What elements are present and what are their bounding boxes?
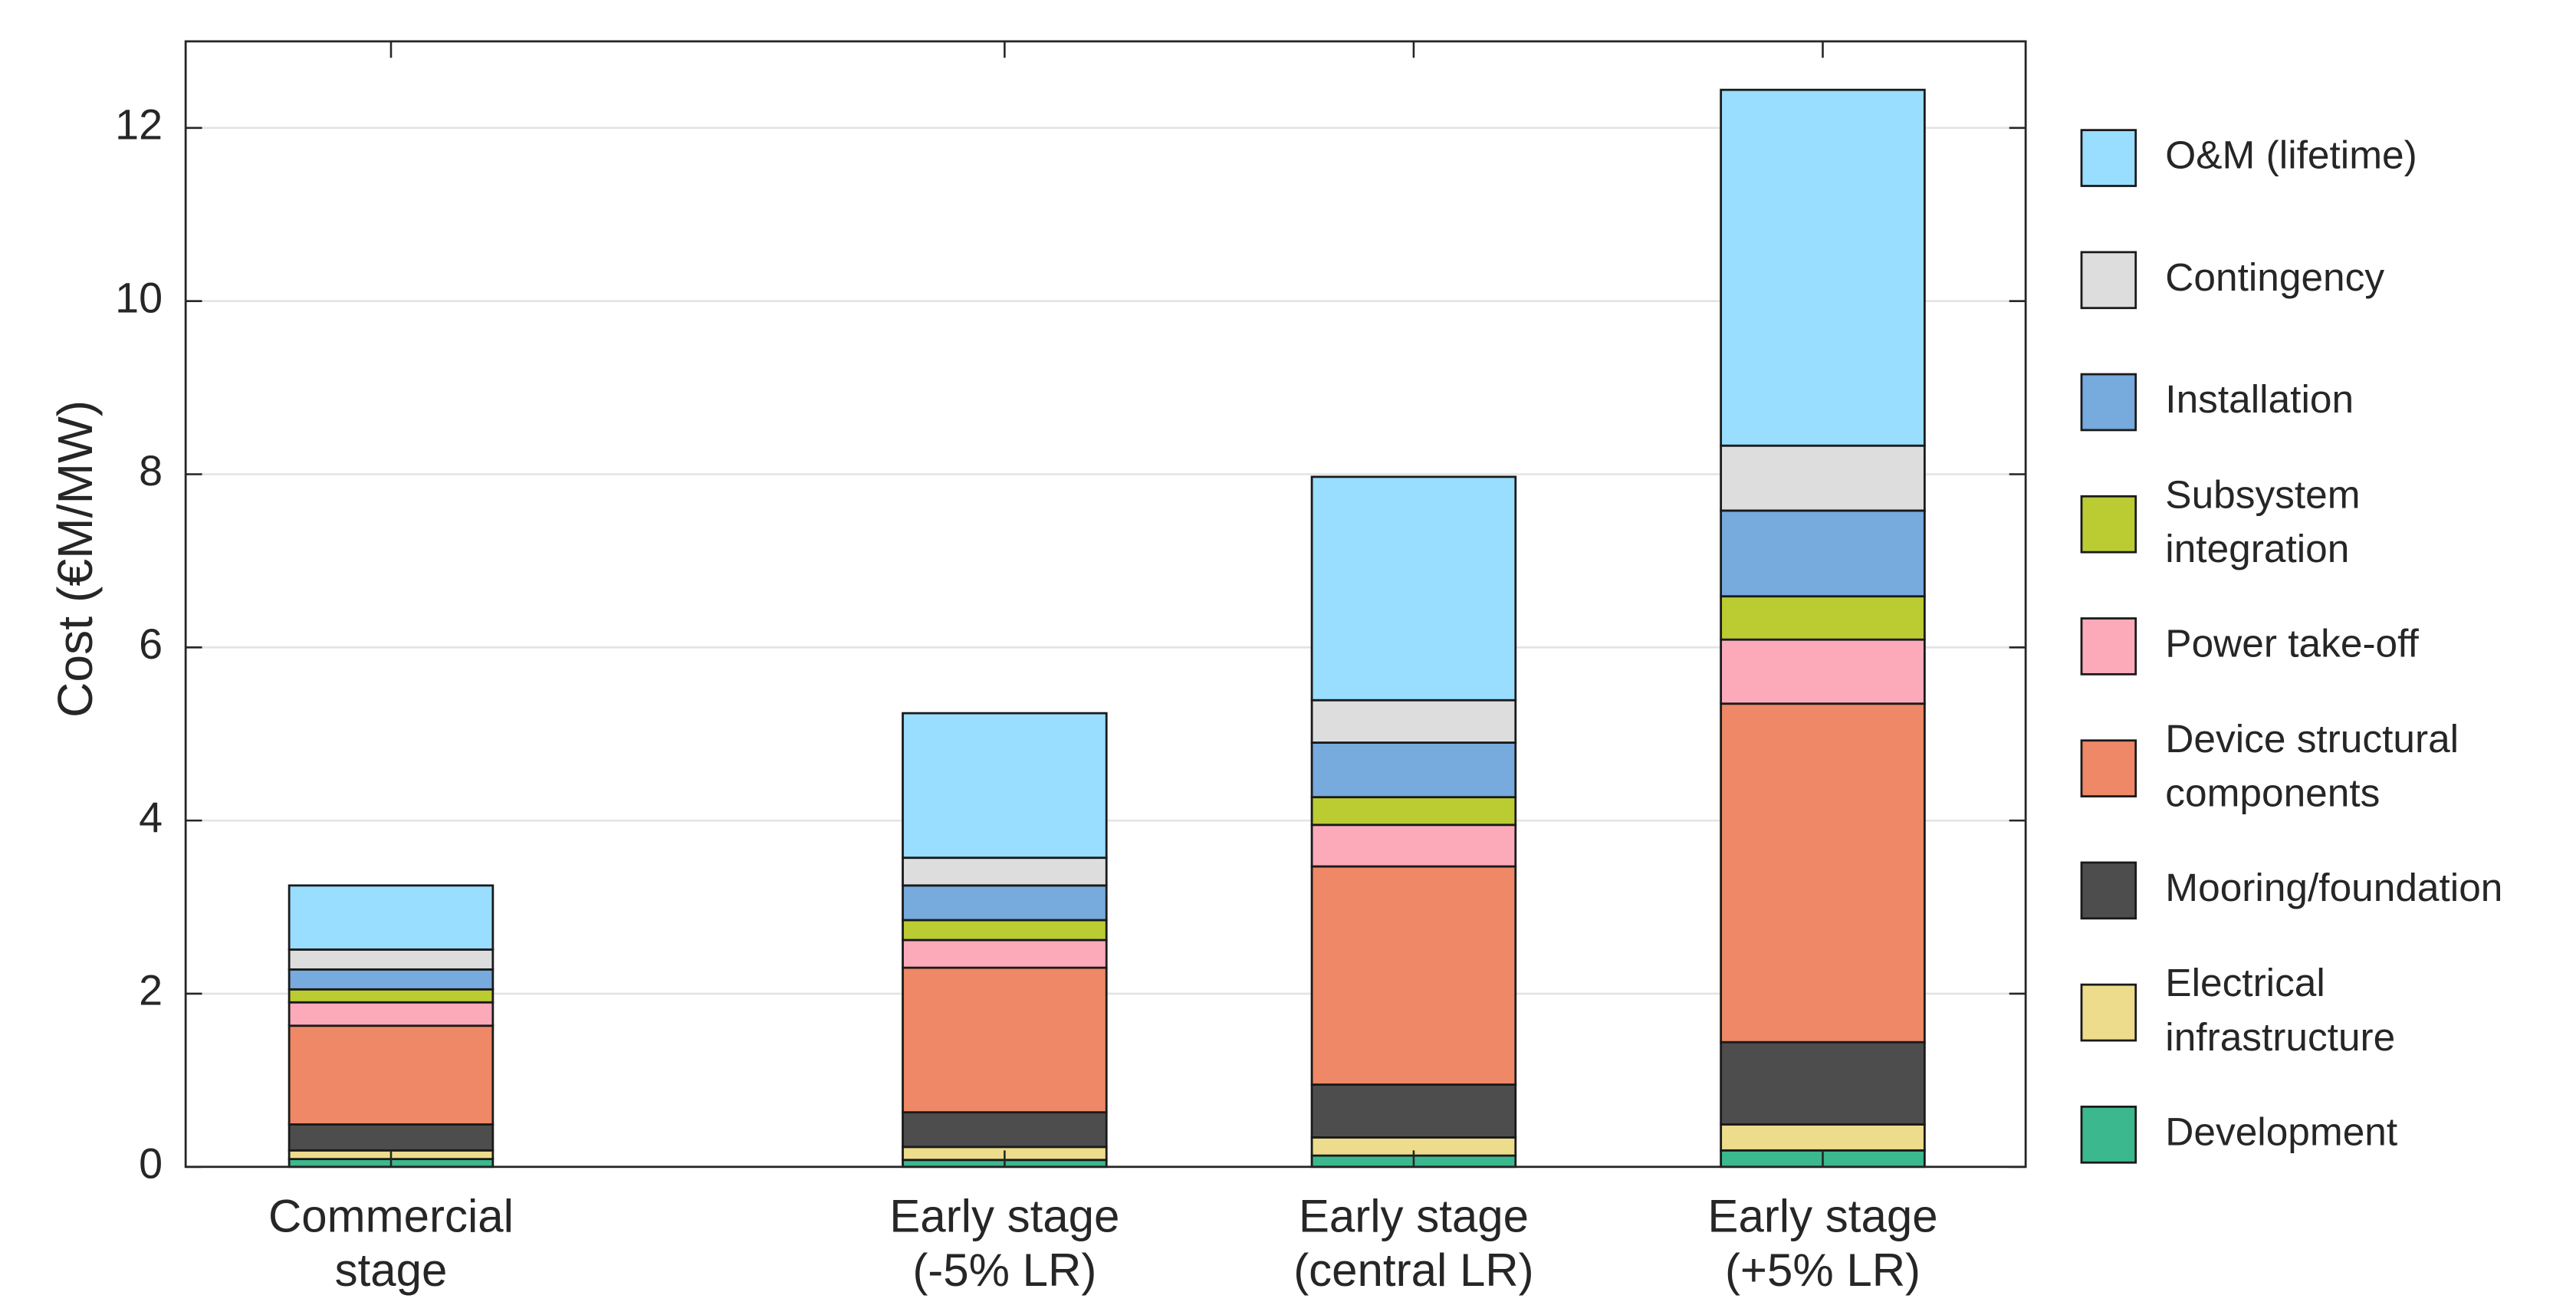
bar-segment bbox=[902, 712, 1108, 860]
legend-label: Power take-off bbox=[2165, 621, 2419, 666]
bar-segment bbox=[288, 968, 495, 991]
bar-segment bbox=[1310, 865, 1517, 1086]
y-tick-label: 8 bbox=[139, 447, 163, 495]
legend-label: Development bbox=[2165, 1109, 2397, 1153]
bar-segment bbox=[1310, 796, 1517, 827]
bar-segment bbox=[902, 939, 1108, 969]
bar-segment bbox=[1720, 1040, 1926, 1126]
y-tick-label: 0 bbox=[139, 1140, 163, 1188]
legend-swatch bbox=[2080, 739, 2137, 797]
bar-segment bbox=[902, 919, 1108, 942]
x-tick-label: Commercial stage bbox=[268, 1190, 514, 1296]
legend-swatch bbox=[2080, 129, 2137, 187]
y-tick-label: 12 bbox=[115, 101, 163, 149]
bar-segment bbox=[1720, 638, 1926, 705]
x-tick-label: Early stage (-5% LR) bbox=[889, 1190, 1119, 1296]
y-tick-label: 4 bbox=[139, 794, 163, 841]
bar-segment bbox=[1310, 699, 1517, 744]
bar-segment bbox=[1720, 1123, 1926, 1152]
legend-label: Contingency bbox=[2165, 255, 2384, 299]
y-tick-label: 2 bbox=[139, 967, 163, 1014]
bar-segment bbox=[1310, 1083, 1517, 1139]
bar-segment bbox=[288, 1123, 495, 1152]
bar-segment bbox=[902, 966, 1108, 1114]
y-axis-label: Cost (€M/MW) bbox=[48, 400, 103, 718]
bar-segment bbox=[1310, 741, 1517, 799]
bar-segment bbox=[1310, 824, 1517, 868]
y-tick-label: 10 bbox=[115, 274, 163, 321]
legend-label: Installation bbox=[2165, 376, 2354, 421]
axes-frame bbox=[184, 40, 2027, 1169]
legend-label: Device structural components bbox=[2165, 715, 2459, 814]
legend-swatch bbox=[2080, 1105, 2137, 1164]
bar-segment bbox=[1720, 88, 1926, 447]
bar-segment bbox=[902, 1111, 1108, 1149]
bar-segment bbox=[902, 856, 1108, 887]
bar-segment bbox=[288, 988, 495, 1004]
bar-segment bbox=[1720, 444, 1926, 512]
legend-swatch bbox=[2080, 617, 2137, 676]
bar-segment bbox=[288, 1001, 495, 1027]
bar-segment bbox=[1310, 475, 1517, 702]
legend-swatch bbox=[2080, 251, 2137, 310]
bar-segment bbox=[288, 1024, 495, 1126]
x-tick-label: Early stage (central LR) bbox=[1293, 1190, 1533, 1296]
x-tick-label: Early stage (+5% LR) bbox=[1707, 1190, 1937, 1296]
y-tick-label: 6 bbox=[139, 620, 163, 668]
bar-segment bbox=[1720, 509, 1926, 598]
legend-label: O&M (lifetime) bbox=[2165, 133, 2417, 177]
bar-segment bbox=[288, 884, 495, 951]
legend-label: Electrical infrastructure bbox=[2165, 960, 2395, 1059]
legend-swatch bbox=[2080, 983, 2137, 1042]
bar-segment bbox=[902, 884, 1108, 922]
bar-segment bbox=[1720, 702, 1926, 1044]
legend-swatch bbox=[2080, 373, 2137, 432]
legend-label: Mooring/foundation bbox=[2165, 865, 2502, 909]
legend-swatch bbox=[2080, 861, 2137, 920]
bar-segment bbox=[288, 948, 495, 971]
legend-swatch bbox=[2080, 495, 2137, 554]
legend-label: Subsystem integration bbox=[2165, 472, 2360, 570]
bar-segment bbox=[1720, 595, 1926, 641]
